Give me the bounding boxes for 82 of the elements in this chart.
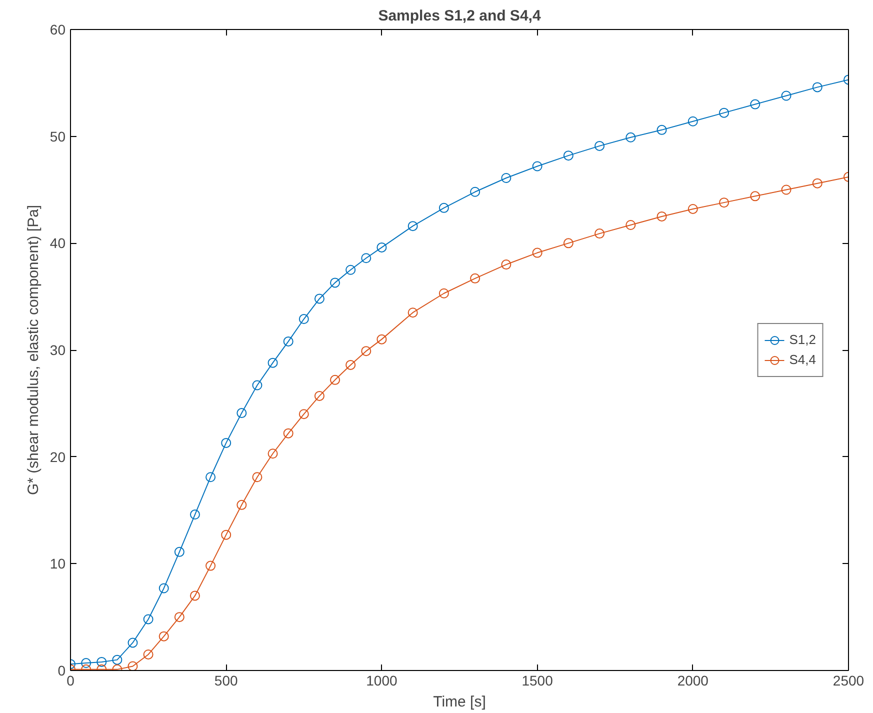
point: [376, 242, 387, 252]
point: [268, 448, 278, 459]
point: [501, 260, 512, 270]
point: [750, 99, 760, 110]
point: [112, 654, 122, 665]
point: [314, 390, 324, 401]
point: [656, 124, 667, 135]
point: [298, 409, 309, 420]
point: [268, 358, 278, 368]
point: [594, 140, 605, 151]
x-tick-label: 500: [214, 672, 238, 688]
point: [174, 612, 184, 622]
point: [470, 273, 480, 284]
y-tick-label: 10: [50, 556, 66, 572]
point: [361, 346, 372, 356]
y-tick-label: 40: [50, 235, 66, 252]
point: [283, 428, 294, 438]
point: [96, 656, 107, 667]
point: [330, 374, 340, 385]
point: [143, 649, 154, 660]
chart-title: Samples S1,2 and S4,4: [378, 8, 542, 24]
point: [438, 288, 449, 298]
point: [594, 228, 605, 239]
x-tick-label: 2500: [832, 672, 864, 688]
point: [236, 408, 247, 418]
point: [190, 510, 200, 520]
point: [221, 438, 232, 448]
point: [532, 248, 542, 258]
point: [361, 253, 372, 264]
y-tick-label: 60: [50, 22, 66, 38]
point: [158, 583, 169, 594]
point: [314, 294, 324, 304]
point: [174, 546, 184, 557]
x-tick-label: 1500: [522, 672, 554, 688]
point: [376, 334, 387, 344]
point: [330, 278, 340, 288]
point: [128, 638, 138, 648]
point: [128, 661, 138, 670]
point: [532, 161, 542, 172]
x-tick-label: 1000: [366, 672, 398, 688]
x-tick-label: 2000: [677, 672, 709, 688]
point: [408, 308, 418, 318]
point: [236, 500, 247, 510]
legend-label: S4,4: [789, 352, 816, 367]
point: [563, 150, 574, 161]
legend-label: S1,2: [789, 332, 816, 347]
point: [470, 186, 480, 197]
point: [283, 336, 294, 346]
point: [190, 590, 200, 601]
point: [812, 178, 822, 188]
point: [438, 202, 449, 213]
point: [346, 264, 356, 275]
point: [626, 132, 636, 142]
y-tick-label: 0: [58, 662, 66, 678]
point: [626, 220, 636, 230]
x-axis-title: Time [s]: [433, 694, 486, 710]
point: [298, 314, 309, 324]
point: [81, 658, 92, 668]
point: [206, 560, 216, 571]
point: [408, 221, 418, 232]
point: [781, 184, 792, 195]
point: [781, 90, 792, 101]
point: [346, 360, 356, 370]
point: [501, 173, 512, 183]
y-tick-label: 30: [50, 342, 66, 358]
point: [688, 116, 698, 126]
point: [143, 614, 154, 624]
y-axis-title: G* (shear modulus, elastic component) [Pa]: [24, 204, 42, 496]
point: [719, 108, 730, 118]
point: [563, 238, 574, 248]
point: [252, 472, 262, 482]
point: [158, 631, 169, 642]
point: [656, 211, 667, 222]
point: [221, 530, 232, 540]
y-tick-label: 50: [50, 128, 66, 144]
point: [688, 204, 698, 214]
y-tick-label: 20: [50, 448, 66, 465]
point: [252, 380, 262, 390]
point: [206, 472, 216, 482]
point: [719, 198, 730, 208]
point: [750, 191, 760, 202]
point: [812, 82, 822, 92]
